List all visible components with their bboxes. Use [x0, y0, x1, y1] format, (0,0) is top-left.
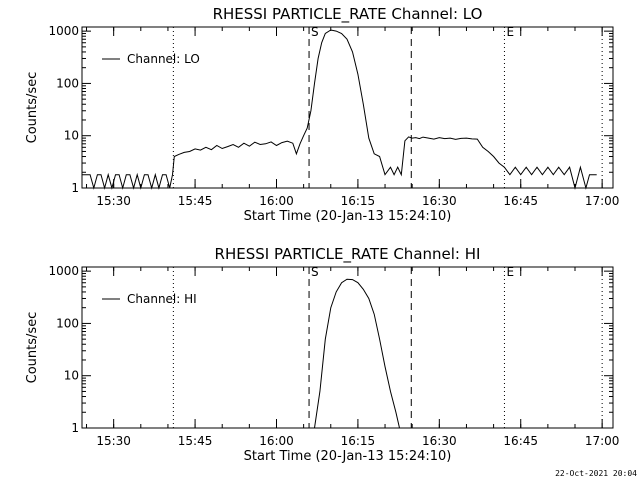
y-tick-label: 10: [64, 129, 79, 143]
plot-frame: [81, 266, 614, 429]
x-tick-label: 15:45: [178, 434, 213, 448]
chart-panel-1: RHESSI PARTICLE_RATE Channel: HI 1 10 100 10…: [25, 245, 619, 464]
time-marker-label: S: [311, 265, 319, 279]
y-axis-label: Counts/sec: [25, 72, 40, 144]
time-marker-label: E: [506, 25, 514, 39]
y-axis-label: Counts/sec: [25, 312, 40, 384]
y-tick-label: 100: [56, 316, 79, 330]
x-tick-label: 16:45: [503, 434, 538, 448]
y-tick-label: 1000: [48, 264, 79, 278]
x-tick-label: 17:00: [585, 434, 620, 448]
footer-timestamp: 22-Oct-2021 20:04: [555, 469, 637, 478]
x-tick-label: 16:30: [422, 194, 457, 208]
time-marker-label: S: [311, 25, 319, 39]
x-tick-label: 15:30: [96, 434, 131, 448]
x-tick-label: 16:15: [341, 194, 376, 208]
legend-label: Channel: HI: [127, 292, 197, 306]
series-line: [82, 29, 597, 190]
legend-label: Channel: LO: [127, 52, 200, 66]
time-marker-label: E: [506, 265, 514, 279]
chart-title: RHESSI PARTICLE_RATE Channel: HI: [215, 245, 481, 264]
x-tick-label: 17:00: [585, 194, 620, 208]
chart-title: RHESSI PARTICLE_RATE Channel: LO: [213, 5, 483, 24]
y-tick-label: 100: [56, 76, 79, 90]
plot-frame: [81, 26, 614, 189]
x-axis-label: Start Time (20-Jan-13 15:24:10): [244, 209, 452, 224]
y-tick-label: 1: [71, 421, 79, 435]
x-tick-label: 16:00: [259, 194, 294, 208]
y-tick-label: 1: [71, 181, 79, 195]
x-tick-label: 16:15: [341, 434, 376, 448]
x-axis-label: Start Time (20-Jan-13 15:24:10): [244, 449, 452, 464]
x-tick-label: 16:45: [503, 194, 538, 208]
y-tick-label: 1000: [48, 24, 79, 38]
series-line: [314, 278, 400, 429]
chart-panel-0: RHESSI PARTICLE_RATE Channel: LO 1 10 100 10…: [25, 5, 619, 224]
y-tick-label: 10: [64, 369, 79, 383]
x-tick-label: 16:00: [259, 434, 294, 448]
x-tick-label: 15:30: [96, 194, 131, 208]
x-tick-label: 16:30: [422, 434, 457, 448]
x-tick-label: 15:45: [178, 194, 213, 208]
